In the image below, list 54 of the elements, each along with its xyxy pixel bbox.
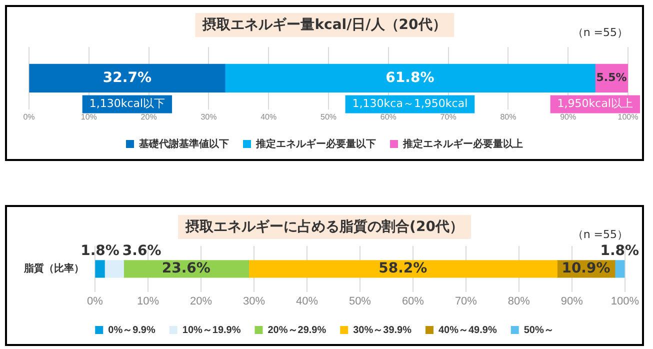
x-tick-label: 30% (200, 112, 217, 122)
x-tick-label: 70% (454, 295, 478, 308)
x-tick-label: 10% (136, 295, 160, 308)
legend-label: 20%～29.9% (268, 324, 326, 336)
x-tick-label: 80% (500, 112, 516, 122)
data-label: 1.8% (80, 243, 120, 260)
x-tick-label: 100% (610, 295, 640, 308)
chart-title: 摂取エネルギーに占める脂質の割合(20代） (178, 215, 472, 239)
chart-title: 摂取エネルギー量kcal/日/人（20代） (194, 13, 454, 37)
legend-label: 10%～19.9% (182, 324, 241, 336)
x-tick-label: 60% (402, 295, 424, 308)
x-tick-label: 30% (242, 295, 266, 308)
x-tick-label: 60% (380, 112, 396, 122)
x-tick-label: 50% (348, 295, 372, 308)
bar (224, 64, 596, 93)
x-tick-label: 20% (190, 295, 212, 308)
data-label: 58.2% (378, 260, 428, 277)
bar (29, 64, 226, 93)
y-tick-label: 脂質（比率） (23, 262, 84, 275)
x-tick-label: 10% (80, 112, 97, 122)
data-label: 3.6% (122, 243, 162, 260)
x-tick-label: 100% (618, 112, 638, 122)
annotation: 1,130kca～1,950kcal (352, 97, 468, 110)
x-tick-label: 90% (560, 112, 576, 122)
x-tick-label: 0% (87, 295, 104, 308)
legend-label: 推定エネルギー必要量以上 (402, 138, 523, 150)
x-tick-label: 20% (140, 112, 157, 122)
bar (248, 260, 558, 278)
bar (614, 260, 625, 278)
legend-label: 50%～ (524, 324, 554, 336)
legend-label: 推定エネルギー必要量以下 (255, 138, 376, 150)
x-tick-label: 0% (23, 112, 35, 122)
data-label: 5.5% (596, 71, 627, 84)
legend-label: 40%～49.9% (438, 324, 497, 336)
bar (104, 260, 124, 278)
legend-label: 基礎代謝基準値以下 (138, 138, 229, 150)
bar (95, 260, 105, 278)
data-label: 32.7% (102, 70, 152, 86)
legend-label: 30%～39.9% (353, 324, 412, 336)
x-tick-label: 50% (320, 112, 337, 122)
data-label: 61.8% (386, 70, 434, 86)
x-tick-label: 80% (508, 295, 530, 308)
legend-label: 0%～9.9% (108, 324, 156, 336)
x-tick-label: 90% (560, 295, 584, 308)
chart-subtitle: （n =55） (572, 25, 628, 40)
x-tick-label: 70% (440, 112, 456, 122)
x-tick-label: 40% (260, 112, 277, 122)
data-label: 1.8% (600, 243, 640, 260)
data-label: 10.9% (562, 260, 610, 277)
annotation: 1,950kcal以上 (557, 97, 634, 110)
x-tick-label: 40% (296, 295, 318, 308)
annotation: 1,130kcal以下 (89, 97, 166, 110)
data-label: 23.6% (162, 260, 210, 277)
chart-subtitle: （n =55） (572, 227, 628, 242)
